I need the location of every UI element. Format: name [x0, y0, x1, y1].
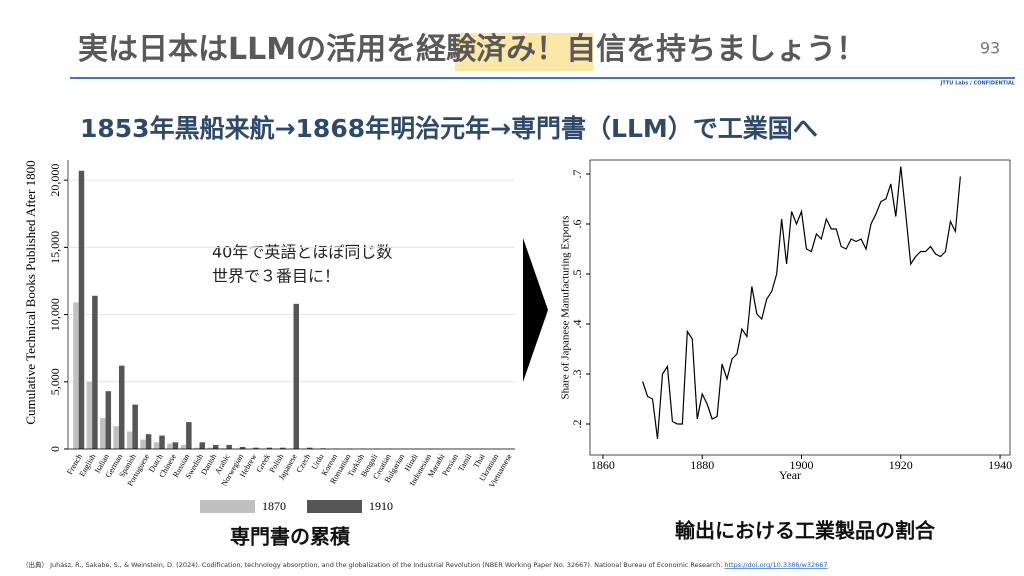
bar	[239, 446, 246, 449]
title-part: ！自信を持ちましょう！	[536, 32, 866, 67]
page-number: 93	[980, 39, 1000, 58]
plot-frame	[589, 159, 1011, 456]
bar	[280, 447, 286, 449]
bar	[145, 434, 152, 449]
x-tick-label: Tamil	[456, 452, 473, 473]
bar	[132, 404, 138, 449]
y-tick-label: 15,000	[48, 231, 62, 264]
annotation: 40年で英語とほぼ同じ数	[212, 243, 392, 262]
source-text: （出典） Juhász, R., Sakabe, S., & Weinstein…	[22, 560, 722, 569]
x-axis-label: Year	[779, 468, 801, 482]
bar	[78, 170, 85, 450]
bar	[199, 442, 206, 449]
bar	[207, 447, 213, 449]
legend-label: 1910	[369, 499, 393, 513]
bar	[153, 442, 160, 449]
data-line	[642, 166, 961, 440]
bar	[266, 447, 273, 449]
source: （出典） Juhász, R., Sakabe, S., & Weinstein…	[22, 560, 828, 569]
y-axis-label: Cumulative Technical Books Published Aft…	[23, 160, 38, 424]
slide-title: 実は日本はLLMの活用を経験済み！自信を持ちましょう！	[78, 32, 866, 67]
title-highlight: 経験済み	[416, 32, 536, 67]
x-tick-label: 1900	[789, 458, 813, 472]
caption: 輸出における工業製品の割合	[675, 519, 936, 543]
y-tick-label: 0	[48, 446, 62, 452]
bar	[73, 302, 79, 449]
bar	[226, 444, 232, 449]
bar	[105, 391, 112, 449]
y-tick-label: .3	[570, 370, 584, 379]
bar	[92, 295, 98, 449]
bar	[306, 447, 313, 449]
bar	[212, 444, 219, 449]
x-tick-label: 1860	[591, 458, 615, 472]
bar	[159, 435, 165, 449]
y-tick-label: .4	[570, 320, 584, 329]
x-tick-label: 1920	[889, 458, 913, 472]
bar	[172, 442, 179, 449]
y-tick-label: .5	[570, 270, 584, 279]
bar	[293, 303, 299, 449]
bar	[186, 422, 192, 449]
arrow	[523, 238, 548, 382]
bar	[100, 418, 106, 449]
annotation: 世界で３番目に！	[212, 267, 340, 286]
x-tick-label: 1940	[988, 458, 1012, 472]
bar	[126, 431, 133, 449]
source-link[interactable]: https://doi.org/10.3386/w32667	[724, 561, 827, 569]
y-tick-label: 10,000	[48, 298, 62, 331]
bar	[180, 444, 187, 449]
subtitle: 1853年黒船来航→1868年明治元年→専門書（LLM）で工業国へ	[80, 114, 818, 143]
y-axis-label: Share of Japanese Manufacturing Exports	[560, 216, 572, 400]
bar	[140, 439, 146, 449]
legend-swatch	[307, 500, 362, 513]
y-tick-label: 20,000	[48, 164, 62, 197]
highlight	[455, 33, 593, 71]
caption: 専門書の累積	[230, 525, 351, 549]
x-tick-label: Czech	[294, 452, 312, 474]
legend-swatch	[200, 500, 255, 513]
bar	[167, 443, 173, 449]
bar	[118, 365, 125, 449]
y-tick-label: 5,000	[48, 368, 62, 395]
title-part: 実は日本はLLMの活用を	[78, 32, 416, 67]
x-tick-label: 1880	[690, 458, 714, 472]
bar	[113, 426, 119, 449]
bar	[194, 447, 200, 449]
confidential: JTTU Labs / CONFIDENTIAL	[940, 81, 1016, 87]
y-tick-label: .7	[570, 170, 584, 179]
bar	[86, 381, 93, 449]
legend-label: 1870	[262, 499, 286, 513]
y-tick-label: .2	[570, 420, 584, 429]
y-tick-label: .6	[570, 220, 584, 229]
bar	[253, 447, 259, 449]
